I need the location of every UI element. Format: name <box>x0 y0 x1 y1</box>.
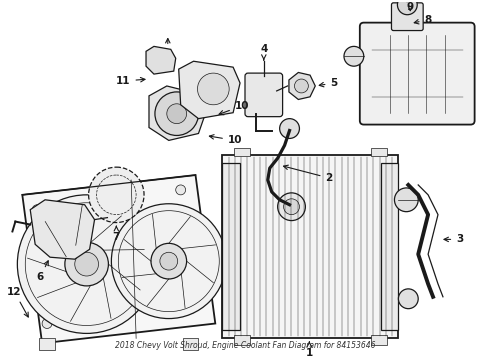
Circle shape <box>176 185 186 195</box>
Bar <box>222 163 240 330</box>
Bar <box>371 336 387 345</box>
Bar <box>222 155 398 338</box>
Text: 10: 10 <box>209 135 243 145</box>
Text: 3: 3 <box>444 234 464 244</box>
Polygon shape <box>179 61 240 119</box>
Bar <box>234 148 250 156</box>
Circle shape <box>42 319 52 328</box>
Circle shape <box>111 204 226 319</box>
Bar <box>371 148 387 156</box>
Text: 12: 12 <box>7 287 28 317</box>
Circle shape <box>284 199 299 215</box>
Circle shape <box>75 252 98 276</box>
Polygon shape <box>23 175 215 343</box>
Text: 1: 1 <box>306 342 313 358</box>
Circle shape <box>89 167 144 222</box>
Text: 11: 11 <box>116 76 145 86</box>
Circle shape <box>344 46 364 66</box>
Bar <box>234 336 250 345</box>
Polygon shape <box>149 86 206 140</box>
Circle shape <box>197 73 229 105</box>
Bar <box>183 338 198 350</box>
Text: 6: 6 <box>36 261 48 282</box>
Circle shape <box>402 0 412 2</box>
Polygon shape <box>146 46 176 74</box>
Bar <box>39 338 55 350</box>
FancyBboxPatch shape <box>360 23 475 125</box>
Circle shape <box>397 0 417 15</box>
Circle shape <box>151 243 187 279</box>
Polygon shape <box>289 72 315 99</box>
Text: 7: 7 <box>113 226 120 242</box>
Circle shape <box>17 195 156 333</box>
Text: 2: 2 <box>284 165 333 183</box>
FancyBboxPatch shape <box>245 73 283 117</box>
Polygon shape <box>30 200 95 259</box>
Circle shape <box>398 289 418 309</box>
Text: 8: 8 <box>414 15 432 24</box>
Circle shape <box>160 252 178 270</box>
Circle shape <box>32 205 42 215</box>
Text: 10: 10 <box>219 101 249 115</box>
Bar <box>381 163 398 330</box>
Circle shape <box>155 92 198 135</box>
Circle shape <box>186 304 196 314</box>
Text: 2018 Chevy Volt Shroud, Engine Coolant Fan Diagram for 84153646: 2018 Chevy Volt Shroud, Engine Coolant F… <box>115 341 375 350</box>
Circle shape <box>394 188 418 212</box>
Text: 5: 5 <box>319 78 338 88</box>
Circle shape <box>278 193 305 221</box>
FancyBboxPatch shape <box>392 3 423 31</box>
Circle shape <box>167 104 187 123</box>
Text: 9: 9 <box>407 2 414 12</box>
Text: 4: 4 <box>260 44 268 60</box>
Circle shape <box>280 119 299 139</box>
Circle shape <box>65 242 108 286</box>
Circle shape <box>294 79 308 93</box>
